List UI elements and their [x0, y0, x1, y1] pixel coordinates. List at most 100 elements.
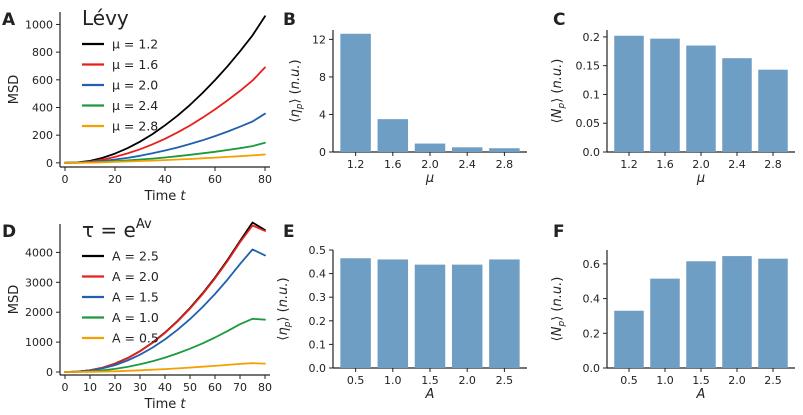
y-tick-label: 0.1	[583, 88, 601, 101]
y-tick-label: 0.0	[583, 362, 601, 375]
y-tick-label: 2000	[25, 306, 53, 319]
series-line-3	[64, 248, 266, 373]
bar	[377, 119, 409, 152]
x-tick-label: 1.0	[384, 374, 402, 387]
y-axis-label: MSD	[7, 75, 22, 104]
y-tick-label: 0.2	[583, 31, 601, 44]
x-tick-label: 2.0	[692, 158, 710, 171]
y-tick-label: 0.2	[583, 327, 601, 340]
legend-label: A = 0.5	[112, 331, 159, 346]
y-tick-label: 0	[319, 146, 326, 159]
x-tick-label: 1.0	[656, 374, 674, 387]
panel-label-a: A	[2, 10, 16, 30]
panel-f: 0.0 0.2 0.4 0.6 0.5 1.0 1.5 2.0 2.5 A ⟨Np⟩ (n.u.)	[550, 250, 795, 402]
x-tick-label: 80	[258, 173, 272, 186]
y-axis-label: ⟨ηp⟩ (n.u.)	[276, 277, 293, 340]
y-tick-label: 0.2	[309, 315, 327, 328]
panel-label-f: F	[553, 222, 565, 242]
y-tick-label: 0.15	[576, 60, 601, 73]
panel-c: 0.0 0.05 0.1 0.15 0.2 1.2 1.6 2.0 2.4 2.8 μ ⟨Np⟩ (n…	[550, 30, 795, 186]
y-tick-label: 0.5	[309, 244, 327, 257]
x-tick-label: 2.4	[458, 158, 476, 171]
y-tick-label: 3000	[25, 276, 53, 289]
bar	[614, 310, 644, 368]
bar	[340, 33, 371, 152]
y-axis-label: ⟨Np⟩ (n.u.)	[550, 59, 567, 124]
series-line-1	[64, 15, 266, 164]
bar	[758, 258, 788, 368]
legend-label: μ = 2.4	[112, 98, 158, 113]
y-axis-label: MSD	[7, 285, 22, 314]
x-tick-label: 40	[158, 381, 172, 394]
x-tick-label: 20	[108, 381, 122, 394]
legend-label: μ = 1.2	[112, 37, 158, 52]
y-tick-label: 400	[32, 101, 53, 114]
bar	[650, 38, 680, 152]
x-tick-label: 1.6	[656, 158, 674, 171]
y-tick-label: 12	[312, 33, 326, 46]
x-tick-label: 2.5	[496, 374, 514, 387]
x-tick-label: 0.5	[620, 374, 638, 387]
x-tick-label: 2.8	[764, 158, 782, 171]
panel-label-b: B	[283, 10, 296, 30]
y-tick-label: 0.3	[309, 291, 327, 304]
x-tick-label: 0.5	[347, 374, 365, 387]
bar	[489, 148, 520, 152]
x-axis-label: μ	[696, 171, 705, 186]
bar	[451, 147, 483, 152]
x-tick-label: 1.2	[347, 158, 365, 171]
x-tick-label: 60	[208, 381, 222, 394]
bar	[377, 259, 409, 368]
bar	[722, 256, 752, 368]
x-tick-label: 2.4	[728, 158, 746, 171]
x-tick-label: 60	[208, 173, 222, 186]
panel-d: 0 1000 2000 3000 4000 0 10 20 30 40 50 60 70 80 Time t…	[7, 217, 272, 412]
series-line-5	[64, 362, 266, 373]
bar	[650, 278, 680, 368]
legend-label: A = 2.5	[112, 249, 159, 264]
panel-e: 0.0 0.1 0.2 0.3 0.4 0.5 0.5 1.0 1.5 2.0 2.5 A ⟨ηp⟩ (…	[276, 244, 527, 402]
x-axis-label: μ	[425, 171, 434, 186]
y-tick-label: 0.6	[583, 258, 601, 271]
panel-label-d: D	[2, 222, 16, 242]
bar	[686, 261, 716, 368]
legend-label: A = 2.0	[112, 269, 159, 284]
y-tick-label: 0	[46, 157, 53, 170]
x-axis-label: Time t	[143, 189, 186, 204]
series-line-2	[64, 66, 266, 164]
chart-title: τ = eAv	[82, 217, 152, 242]
panel-a: 0 200 400 600 800 1000 0 20 40 60 80 Time t MSD Lévy μ…	[7, 6, 272, 204]
y-tick-label: 1000	[25, 336, 53, 349]
bar	[340, 258, 371, 368]
x-tick-label: 70	[233, 381, 247, 394]
x-tick-label: 10	[83, 381, 97, 394]
y-tick-label: 1000	[25, 18, 53, 31]
bar	[758, 69, 788, 152]
y-tick-label: 0.05	[576, 117, 601, 130]
y-axis-label: ⟨Np⟩ (n.u.)	[550, 277, 567, 342]
legend-label: A = 1.0	[112, 310, 159, 325]
x-tick-label: 80	[258, 381, 272, 394]
legend-label: μ = 1.6	[112, 57, 158, 72]
x-axis-label: A	[425, 387, 435, 402]
y-tick-label: 4	[319, 108, 326, 121]
y-tick-label: 0.4	[583, 293, 601, 306]
y-tick-label: 0.0	[309, 362, 327, 375]
bar	[414, 264, 446, 368]
y-tick-label: 0.4	[309, 268, 327, 281]
legend-label: μ = 2.8	[112, 119, 158, 134]
x-tick-label: 2.0	[728, 374, 746, 387]
y-tick-label: 0.0	[583, 146, 601, 159]
x-tick-label: 1.2	[620, 158, 638, 171]
panel-label-c: C	[553, 10, 565, 30]
y-tick-label: 4000	[25, 246, 53, 259]
x-axis-label: Time t	[143, 397, 186, 412]
y-tick-label: 0.1	[309, 338, 327, 351]
y-tick-label: 800	[32, 46, 53, 59]
bar	[686, 45, 716, 152]
y-tick-label: 8	[319, 71, 326, 84]
x-tick-label: 0	[62, 173, 69, 186]
x-tick-label: 0	[62, 381, 69, 394]
x-tick-label: 2.0	[421, 158, 439, 171]
legend-label: A = 1.5	[112, 290, 159, 305]
